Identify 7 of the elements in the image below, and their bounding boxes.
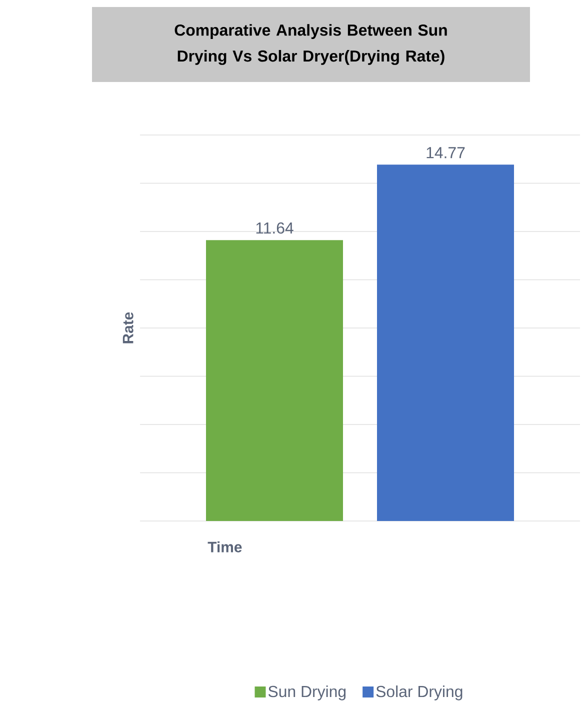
legend-label: Sun Drying (268, 685, 346, 700)
x-axis-title: Time (208, 541, 242, 552)
legend-label: Solar Drying (376, 685, 462, 700)
y-axis-title: Rate (122, 312, 134, 344)
chart-title: Comparative Analysis Between Sun Drying Vs Solar Dryer(Drying Rate) (174, 24, 447, 65)
data-label: 14.77 (426, 147, 465, 158)
data-label: 11.64 (256, 222, 294, 234)
